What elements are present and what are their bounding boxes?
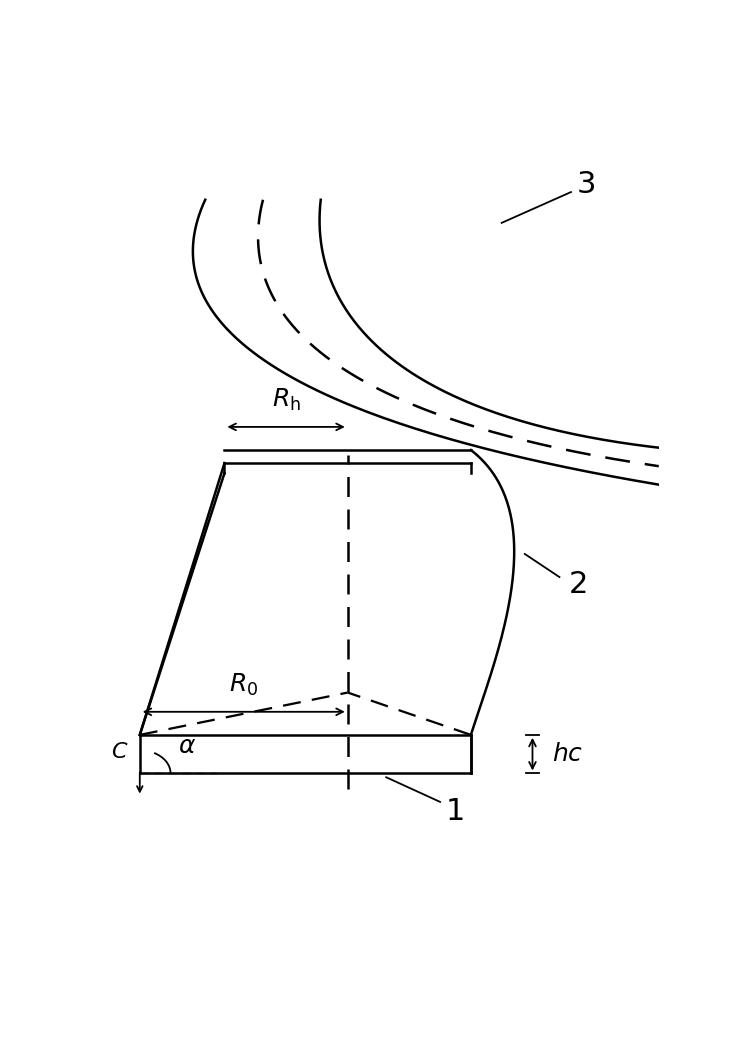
Text: 1: 1: [446, 798, 465, 826]
Text: 3: 3: [577, 170, 596, 198]
Text: $\alpha$: $\alpha$: [178, 734, 197, 757]
Text: $C$: $C$: [111, 742, 128, 762]
Text: 2: 2: [569, 571, 589, 599]
Text: $R_{\rm 0}$: $R_{\rm 0}$: [229, 672, 258, 698]
Text: $R_{\rm h}$: $R_{\rm h}$: [272, 387, 301, 414]
Text: $hc$: $hc$: [552, 742, 583, 766]
